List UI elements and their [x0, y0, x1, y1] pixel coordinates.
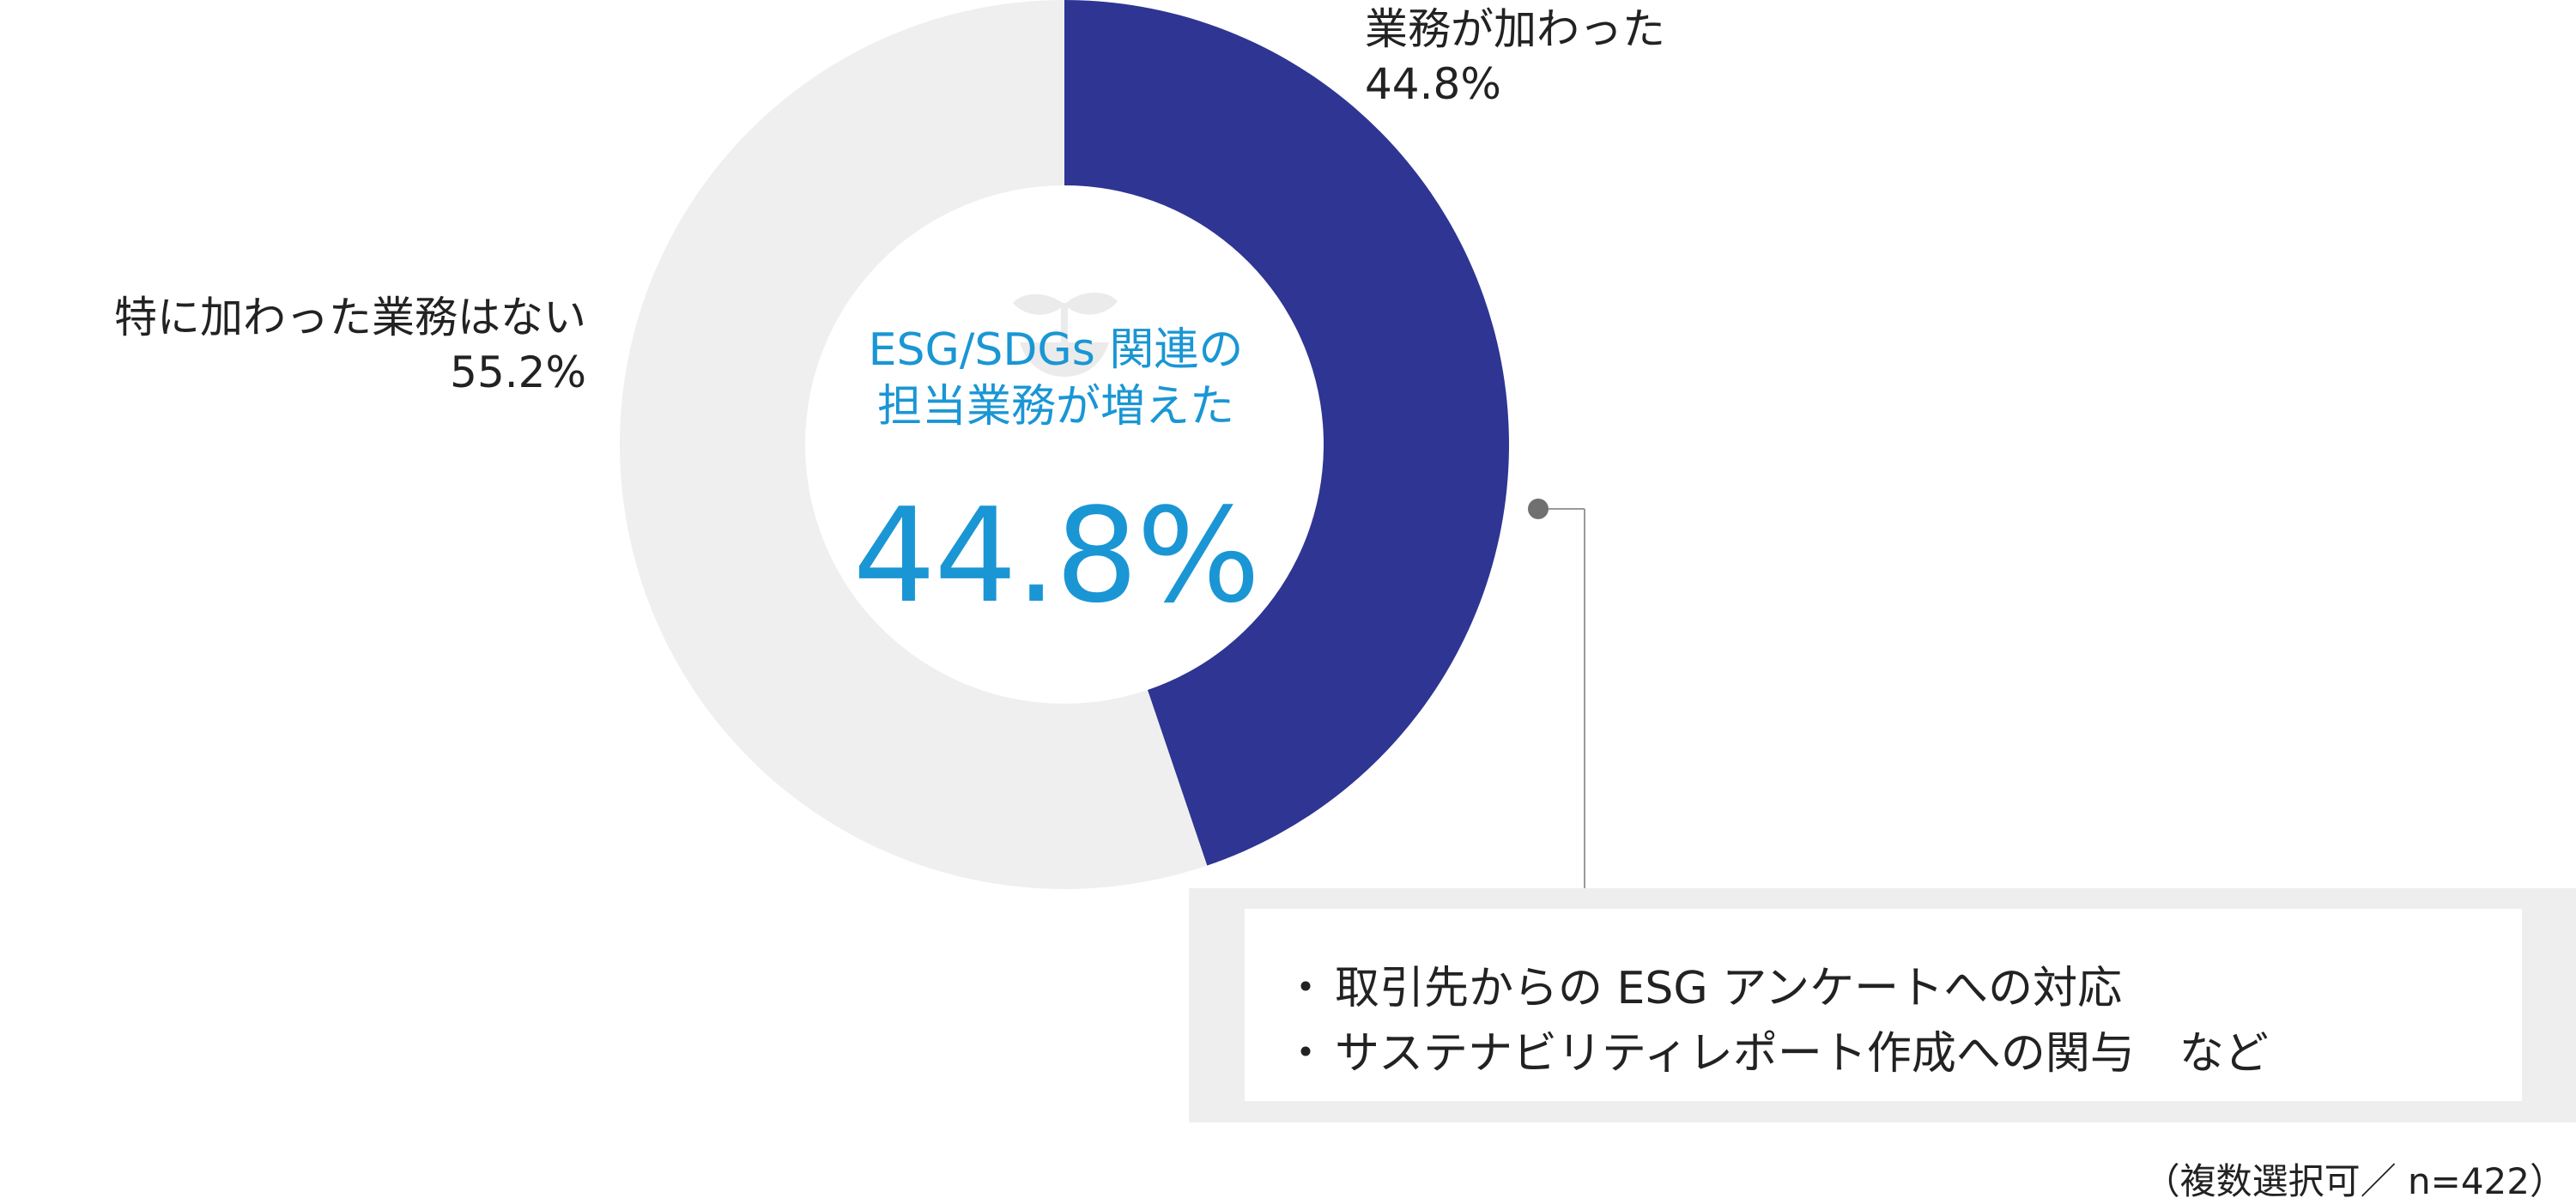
- center-title: ESG/SDGs 関連の 担当業務が増えた: [807, 322, 1305, 435]
- sprout-icon: [1013, 292, 1118, 377]
- slice-label-none-name: 特に加わった業務はない: [114, 293, 586, 342]
- sample-note: （複数選択可／ n=422）: [2143, 1160, 2566, 1202]
- example-item-sustainability-report: サステナビリティレポート作成への関与 など: [1335, 1021, 2522, 1086]
- center-value: 44.8%: [852, 480, 1261, 632]
- leader-dot: [1528, 499, 1549, 519]
- slice-label-added-name: 業務が加わった: [1365, 4, 1665, 54]
- donut-slice-added: [1064, 0, 1509, 866]
- examples-callout-inner: 取引先からの ESG アンケートへの対応 サステナビリティレポート作成への関与 …: [1245, 909, 2522, 1101]
- center-title-line-1: ESG/SDGs 関連の: [868, 324, 1244, 376]
- slice-label-added-value: 44.8%: [1365, 59, 1501, 109]
- slice-label-none: 特に加わった業務はない 55.2%: [114, 290, 586, 400]
- slice-label-none-value: 55.2%: [450, 348, 586, 397]
- slice-label-added: 業務が加わった 44.8%: [1365, 2, 1665, 112]
- center-title-line-2: 担当業務が増えた: [876, 381, 1234, 433]
- examples-callout: 取引先からの ESG アンケートへの対応 サステナビリティレポート作成への関与 …: [1189, 888, 2576, 1122]
- callout-leader-line: [1528, 499, 1585, 888]
- example-item-esg-survey: 取引先からの ESG アンケートへの対応: [1335, 956, 2522, 1021]
- donut-slice-none: [619, 0, 1208, 890]
